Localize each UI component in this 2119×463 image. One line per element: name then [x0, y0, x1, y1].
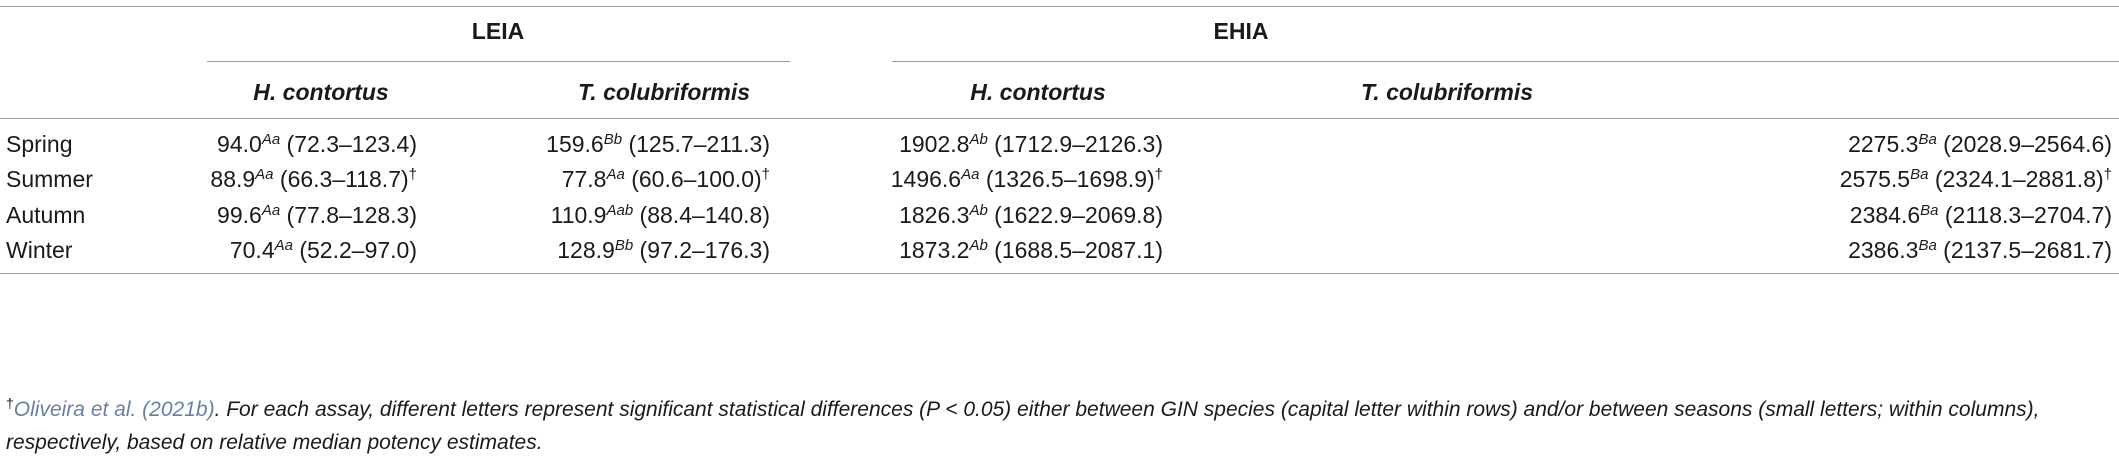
table-cell: 77.8Aa (60.6–100.0)† [562, 165, 770, 197]
cell-value: 1826.3 [899, 202, 970, 228]
table-cell: 2575.5Ba (2324.1–2881.8)† [1840, 165, 2112, 197]
cell-significance-letters: Ba [1910, 166, 1929, 183]
ehia-group-rule [892, 61, 2119, 62]
row-label: Autumn [6, 202, 86, 228]
footnote-text: . For each assay, different letters repr… [6, 398, 2040, 454]
group-header-ehia: EHIA [1213, 18, 1269, 44]
cell-dagger-mark: † [761, 166, 770, 183]
cell-significance-letters: Ba [1918, 131, 1937, 148]
table-cell: 128.9Bb (97.2–176.3) [557, 236, 770, 268]
cell-value: 2575.5 [1839, 166, 1911, 192]
cell-significance-letters: Ab [969, 202, 988, 219]
table-cell: 2384.6Ba (2118.3–2704.7) [1850, 201, 2112, 233]
cell-significance-letters: Ba [1920, 202, 1939, 219]
table-bottom-rule [0, 273, 2119, 274]
cell-value: 2386.3 [1848, 237, 1919, 263]
table-cell: 1826.3Ab (1622.9–2069.8) [899, 201, 1163, 233]
cell-value: 110.9 [550, 202, 607, 228]
cell-significance-letters: Aab [606, 202, 634, 219]
cell-confidence-interval: (88.4–140.8) [633, 202, 770, 228]
header-bottom-rule [0, 118, 2119, 119]
table-cell: 1873.2Ab (1688.5–2087.1) [899, 236, 1163, 268]
table-cell: 88.9Aa (66.3–118.7)† [210, 165, 417, 197]
row-label: Spring [6, 131, 73, 157]
cell-significance-letters: Aa [961, 166, 980, 183]
col-header-ehia-hc: H. contortus [970, 79, 1106, 105]
cell-confidence-interval: (1326.5–1698.9) [979, 166, 1155, 192]
cell-significance-letters: Aa [274, 237, 293, 254]
cell-value: 94.0 [217, 131, 262, 157]
cell-dagger-mark: † [2103, 166, 2112, 183]
cell-confidence-interval: (72.3–123.4) [280, 131, 417, 157]
cell-value: 88.9 [210, 166, 256, 192]
cell-confidence-interval: (77.8–128.3) [280, 202, 417, 228]
cell-significance-letters: Aa [606, 166, 625, 183]
cell-value: 70.4 [229, 237, 275, 263]
cell-value: 2384.6 [1849, 202, 1921, 228]
col-header-leia-tc: T. colubriformis [577, 79, 751, 105]
table-cell: 94.0Aa (72.3–123.4) [217, 130, 417, 162]
cell-significance-letters: Aa [255, 166, 274, 183]
footnote-dagger: † [6, 395, 14, 411]
cell-confidence-interval: (1688.5–2087.1) [987, 237, 1163, 263]
table-top-rule [0, 6, 2119, 7]
cell-confidence-interval: (97.2–176.3) [633, 237, 770, 263]
cell-value: 77.8 [561, 166, 607, 192]
cell-value: 1902.8 [899, 131, 970, 157]
cell-significance-letters: Aa [261, 131, 281, 148]
cell-confidence-interval: (1712.9–2126.3) [987, 131, 1163, 157]
table-cell: 2386.3Ba (2137.5–2681.7) [1848, 236, 2112, 268]
cell-dagger-mark: † [408, 166, 417, 183]
col-header-leia-hc: H. contortus [253, 79, 389, 105]
cell-significance-letters: Bb [603, 131, 623, 148]
cell-value: 159.6 [546, 131, 604, 157]
cell-confidence-interval: (2324.1–2881.8) [1928, 166, 2104, 192]
table-cell: 99.6Aa (77.8–128.3) [217, 201, 417, 233]
row-label: Summer [6, 166, 93, 192]
cell-value: 128.9 [557, 237, 615, 263]
group-header-leia: LEIA [471, 18, 525, 44]
cell-confidence-interval: (60.6–100.0) [624, 166, 762, 192]
cell-confidence-interval: (66.3–118.7) [273, 166, 409, 192]
table-footnote: †Oliveira et al. (2021b). For each assay… [6, 394, 2106, 459]
cell-value: 99.6 [217, 202, 262, 228]
footnote-citation-link[interactable]: Oliveira et al. (2021b) [13, 398, 215, 421]
cell-value: 1496.6 [890, 166, 962, 192]
cell-confidence-interval: (2118.3–2704.7) [1938, 202, 2112, 228]
row-label: Winter [6, 237, 73, 263]
cell-significance-letters: Ba [1918, 237, 1937, 254]
cell-confidence-interval: (52.2–97.0) [292, 237, 417, 263]
table-cell: 2275.3Ba (2028.9–2564.6) [1848, 130, 2112, 162]
cell-value: 2275.3 [1848, 131, 1919, 157]
cell-dagger-mark: † [1154, 166, 1163, 183]
table-cell: 110.9Aab (88.4–140.8) [551, 201, 770, 233]
cell-confidence-interval: (125.7–211.3) [622, 131, 770, 157]
leia-group-rule [207, 61, 790, 62]
table-cell: 70.4Aa (52.2–97.0) [230, 236, 417, 268]
cell-significance-letters: Bb [614, 237, 634, 254]
cell-significance-letters: Aa [261, 202, 281, 219]
cell-confidence-interval: (2028.9–2564.6) [1936, 131, 2112, 157]
cell-significance-letters: Ab [969, 237, 988, 254]
col-header-ehia-tc: T. colubriformis [1360, 79, 1534, 105]
cell-significance-letters: Ab [969, 131, 988, 148]
cell-confidence-interval: (2137.5–2681.7) [1936, 237, 2112, 263]
cell-value: 1873.2 [899, 237, 970, 263]
cell-confidence-interval: (1622.9–2069.8) [987, 202, 1163, 228]
table-cell: 159.6Bb (125.7–211.3) [546, 130, 770, 162]
table-cell: 1496.6Aa (1326.5–1698.9)† [891, 165, 1163, 197]
table-cell: 1902.8Ab (1712.9–2126.3) [899, 130, 1163, 162]
